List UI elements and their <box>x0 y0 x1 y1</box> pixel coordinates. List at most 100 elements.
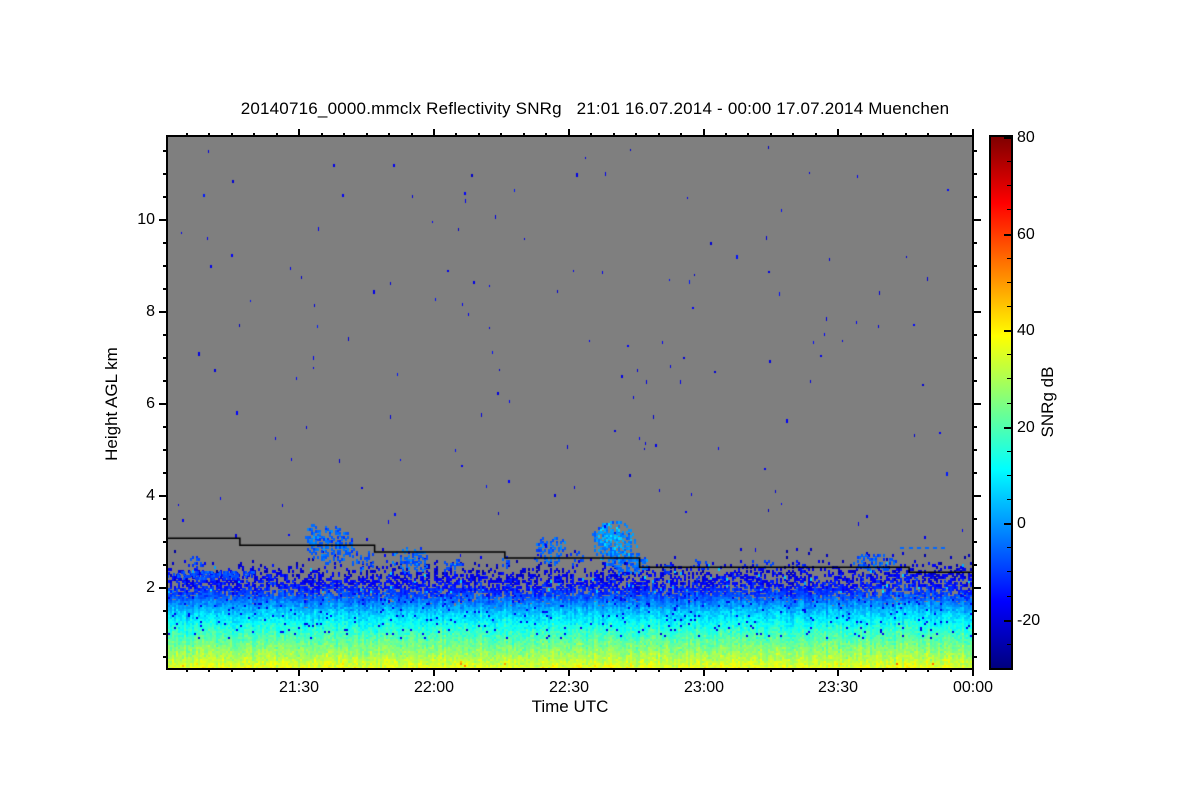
x-tick-label: 23:00 <box>683 679 725 696</box>
colorbar-tick-label: 60 <box>1017 226 1035 243</box>
plot-frame <box>166 135 974 670</box>
x-minor-tick-top <box>478 133 480 137</box>
x-minor-tick <box>747 668 749 672</box>
y-minor-tick-right <box>972 564 977 566</box>
x-major-tick <box>972 668 974 676</box>
colorbar-minor-tick <box>1007 354 1011 355</box>
x-minor-tick-top <box>343 133 345 137</box>
colorbar-minor-tick <box>1007 209 1011 210</box>
x-major-tick <box>298 668 300 676</box>
y-tick-label: 10 <box>137 211 155 228</box>
y-minor-tick-right <box>972 150 977 152</box>
x-minor-tick <box>411 668 413 672</box>
x-minor-tick-top <box>500 133 502 137</box>
x-minor-tick <box>500 668 502 672</box>
x-major-tick <box>703 668 705 676</box>
x-minor-tick-top <box>545 133 547 137</box>
x-tick-label: 22:30 <box>548 679 590 696</box>
colorbar-tick-label: -20 <box>1017 612 1041 629</box>
colorbar-major-tick <box>1004 234 1011 236</box>
y-minor-tick <box>163 449 168 451</box>
x-tick-label: 21:30 <box>278 679 320 696</box>
colorbar-minor-tick <box>1007 306 1011 307</box>
y-minor-tick-right <box>972 196 977 198</box>
y-minor-tick <box>163 564 168 566</box>
colorbar-tick-label: 20 <box>1017 419 1035 436</box>
x-minor-tick-top <box>231 133 233 137</box>
x-minor-tick <box>388 668 390 672</box>
y-minor-tick <box>163 150 168 152</box>
x-minor-tick-top <box>276 133 278 137</box>
y-major-tick-right <box>972 587 981 589</box>
y-minor-tick <box>163 265 168 267</box>
y-minor-tick-right <box>972 541 977 543</box>
colorbar <box>989 135 1013 670</box>
x-minor-tick-top <box>635 133 637 137</box>
x-minor-tick-top <box>860 133 862 137</box>
x-minor-tick <box>927 668 929 672</box>
x-major-tick <box>568 668 570 676</box>
colorbar-major-tick <box>1004 620 1011 622</box>
y-minor-tick <box>163 518 168 520</box>
colorbar-minor-tick <box>1007 161 1011 162</box>
y-minor-tick-right <box>972 242 977 244</box>
x-minor-tick-top <box>411 133 413 137</box>
x-minor-tick <box>478 668 480 672</box>
y-minor-tick-right <box>972 288 977 290</box>
y-minor-tick <box>163 334 168 336</box>
x-minor-tick <box>253 668 255 672</box>
x-minor-tick-top <box>613 133 615 137</box>
x-minor-tick <box>950 668 952 672</box>
plot-canvas <box>168 137 972 668</box>
y-minor-tick <box>163 196 168 198</box>
x-minor-tick <box>770 668 772 672</box>
colorbar-minor-tick <box>1007 451 1011 452</box>
colorbar-tick-label: 80 <box>1017 129 1035 146</box>
y-minor-tick-right <box>972 265 977 267</box>
y-minor-tick-right <box>972 449 977 451</box>
y-minor-tick <box>163 656 168 658</box>
x-minor-tick <box>523 668 525 672</box>
x-minor-tick-top <box>208 133 210 137</box>
y-minor-tick <box>163 426 168 428</box>
colorbar-minor-tick <box>1007 378 1011 379</box>
y-minor-tick <box>163 610 168 612</box>
x-minor-tick <box>455 668 457 672</box>
y-minor-tick-right <box>972 426 977 428</box>
x-major-tick-top <box>972 129 974 137</box>
x-minor-tick-top <box>455 133 457 137</box>
y-minor-tick <box>163 633 168 635</box>
colorbar-major-tick <box>1004 427 1011 429</box>
x-minor-tick-top <box>321 133 323 137</box>
y-major-tick <box>159 311 168 313</box>
x-minor-tick <box>366 668 368 672</box>
x-minor-tick-top <box>815 133 817 137</box>
x-minor-tick-top <box>658 133 660 137</box>
y-major-tick-right <box>972 495 981 497</box>
y-minor-tick <box>163 242 168 244</box>
x-tick-label: 22:00 <box>413 679 455 696</box>
colorbar-minor-tick <box>1007 475 1011 476</box>
colorbar-minor-tick <box>1007 185 1011 186</box>
y-tick-label: 4 <box>146 487 155 504</box>
x-minor-tick-top <box>905 133 907 137</box>
x-minor-tick <box>590 668 592 672</box>
colorbar-tick-label: 40 <box>1017 322 1035 339</box>
x-minor-tick <box>635 668 637 672</box>
x-minor-tick <box>725 668 727 672</box>
x-minor-tick <box>815 668 817 672</box>
x-minor-tick <box>186 668 188 672</box>
x-minor-tick-top <box>366 133 368 137</box>
x-minor-tick <box>545 668 547 672</box>
x-axis-label: Time UTC <box>531 697 609 716</box>
y-major-tick-right <box>972 403 981 405</box>
x-major-tick-top <box>568 129 570 137</box>
x-minor-tick-top <box>770 133 772 137</box>
colorbar-axis-label: SNRg dB <box>1038 366 1057 438</box>
colorbar-minor-tick <box>1007 403 1011 404</box>
y-major-tick-right <box>972 311 981 313</box>
y-minor-tick <box>163 541 168 543</box>
y-major-tick <box>159 495 168 497</box>
x-minor-tick <box>321 668 323 672</box>
y-minor-tick <box>163 357 168 359</box>
